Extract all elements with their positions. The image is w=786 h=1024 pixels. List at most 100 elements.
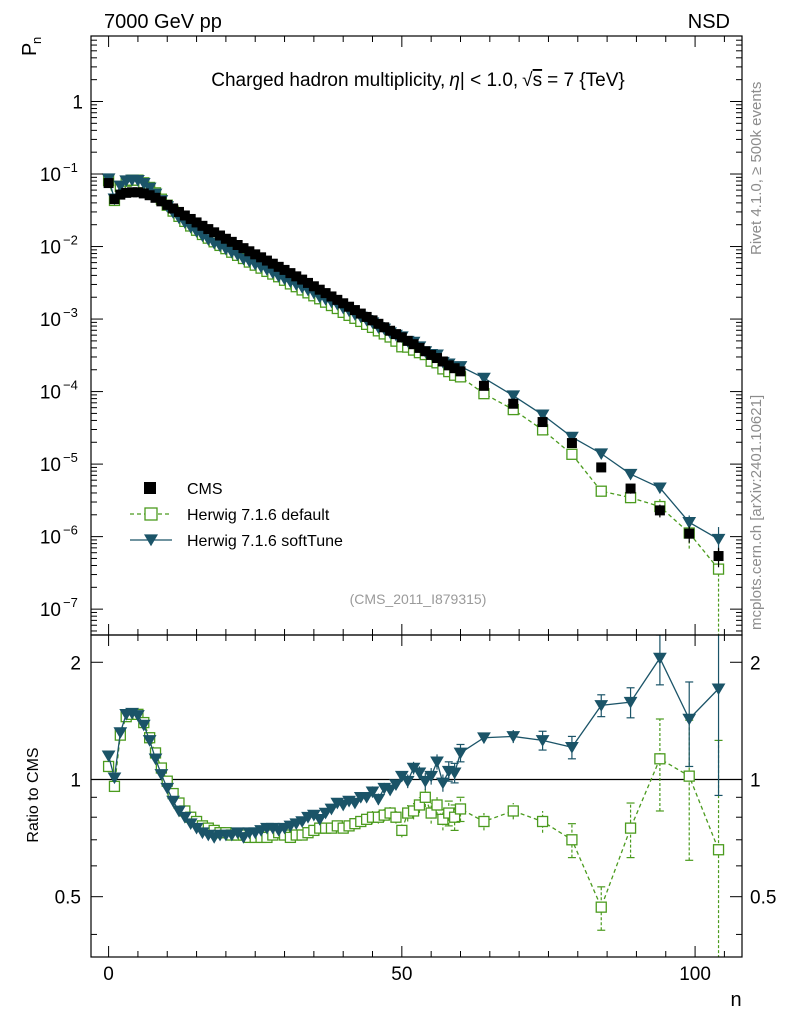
- ratio-tick-label-right: 0.5: [750, 888, 776, 909]
- cms-point: [326, 291, 337, 302]
- softtune-point: [682, 517, 697, 529]
- default-ratio-point: [507, 805, 519, 817]
- softtune-point: [565, 431, 579, 444]
- cms-point: [162, 199, 173, 210]
- default-ratio-point: [478, 815, 490, 828]
- cms-point: [103, 178, 114, 189]
- cms-point: [115, 189, 126, 200]
- cms-point: [396, 332, 407, 343]
- header-left: 7000 GeV pp: [104, 11, 222, 33]
- y-tick-exponent: −5: [63, 450, 78, 465]
- softtune-ratio-point: [400, 775, 415, 788]
- header-right: NSD: [688, 11, 730, 33]
- cms-point: [215, 230, 226, 241]
- cms-point: [156, 196, 167, 207]
- softtune-ratio-point: [107, 772, 122, 785]
- cms-point: [273, 261, 284, 272]
- softtune-point: [535, 409, 550, 422]
- softtune-ratio-point: [312, 814, 327, 826]
- legend-marker-cms: [144, 482, 156, 494]
- cms-point: [654, 505, 665, 516]
- softtune-ratio-point: [101, 750, 116, 763]
- cms-point: [132, 187, 143, 198]
- y-axis-label: P n: [19, 37, 44, 56]
- default-ratio-point: [431, 799, 443, 811]
- y-tick-label: 10: [40, 383, 61, 404]
- softtune-ratio-point: [160, 782, 175, 795]
- rivet-label: Rivet 4.1.0, ≥ 500k events: [748, 82, 765, 255]
- cms-point: [455, 366, 466, 377]
- cms-point: [173, 206, 184, 217]
- ratio-tick-label: 1: [70, 770, 81, 791]
- softtune-ratio-point: [535, 735, 550, 747]
- cms-point: [414, 342, 425, 353]
- x-axis-label: n: [730, 989, 741, 1011]
- cms-point: [291, 271, 302, 282]
- legend-entry: Herwig 7.1.6 softTune: [130, 533, 343, 550]
- cms-point: [478, 380, 489, 391]
- cms-point: [127, 187, 138, 198]
- default-ratio-point: [437, 813, 449, 825]
- cms-point: [256, 252, 267, 263]
- x-tick-label: 100: [679, 964, 711, 985]
- softtune-ratio-point: [594, 700, 609, 712]
- softtune-ratio-point: [506, 731, 521, 743]
- softtune-point: [594, 448, 609, 461]
- default-ratio-point: [425, 807, 437, 819]
- main-panel: [101, 173, 726, 635]
- ratio-frame: [90, 634, 743, 958]
- cms-point: [373, 318, 384, 329]
- legend-label: Herwig 7.1.6 default: [187, 507, 330, 524]
- cms-point: [332, 294, 343, 305]
- title-sqrt-s: s: [533, 70, 543, 91]
- softtune-ratio-point: [447, 767, 462, 780]
- softtune-ratio-point: [389, 779, 403, 792]
- cms-point: [191, 217, 202, 228]
- cms-point: [285, 268, 296, 279]
- softtune-point: [506, 390, 521, 403]
- y-tick-exponent: −6: [63, 523, 78, 538]
- legend-label: Herwig 7.1.6 softTune: [187, 533, 343, 550]
- cms-point: [179, 210, 190, 221]
- softtune-ratio-point: [424, 770, 439, 783]
- ratio-axis-label: Ratio to CMS: [25, 747, 42, 842]
- cms-point: [355, 308, 366, 319]
- title-cut: | < 1.0,: [460, 70, 518, 91]
- cms-point: [390, 329, 401, 340]
- cms-point: [261, 255, 272, 266]
- cms-point: [566, 438, 577, 449]
- default-ratio-point: [448, 811, 461, 823]
- title-eta: η: [449, 70, 460, 91]
- softtune-ratio-point: [430, 756, 444, 769]
- softtune-ratio-point: [136, 719, 151, 732]
- ratio-panel: [91, 635, 742, 957]
- softtune-ratio-point: [236, 832, 251, 844]
- softtune-ratio-point: [565, 741, 579, 754]
- cms-point: [297, 274, 308, 285]
- softtune-ratio-point: [653, 652, 667, 665]
- cms-point: [437, 356, 448, 367]
- y-tick-label: 10: [40, 528, 61, 549]
- softtune-ratio-point: [166, 795, 180, 808]
- y-tick-exponent: −3: [63, 305, 78, 320]
- legend-marker-softtune: [144, 534, 158, 547]
- cms-point: [279, 264, 290, 275]
- cms-point: [443, 360, 454, 371]
- analysis-watermark: (CMS_2011_I879315): [350, 591, 487, 607]
- y-tick-exponent: −2: [63, 233, 78, 248]
- legend-entry: CMS: [144, 481, 223, 498]
- y-tick-label: 10: [40, 238, 61, 259]
- cms-point: [185, 213, 196, 224]
- cms-point: [338, 298, 349, 309]
- y-tick-exponent: −7: [63, 595, 78, 610]
- default-ratio-point: [413, 799, 426, 811]
- softtune-point: [653, 482, 667, 495]
- mcplots-label: mcplots.cern.ch [arXiv:2401.10621]: [748, 395, 765, 630]
- x-tick-label: 0: [103, 964, 114, 985]
- softtune-ratio-point: [371, 793, 386, 806]
- cms-point: [314, 284, 325, 295]
- default-ratio-point: [390, 811, 402, 823]
- legend-entry: Herwig 7.1.6 default: [130, 507, 330, 524]
